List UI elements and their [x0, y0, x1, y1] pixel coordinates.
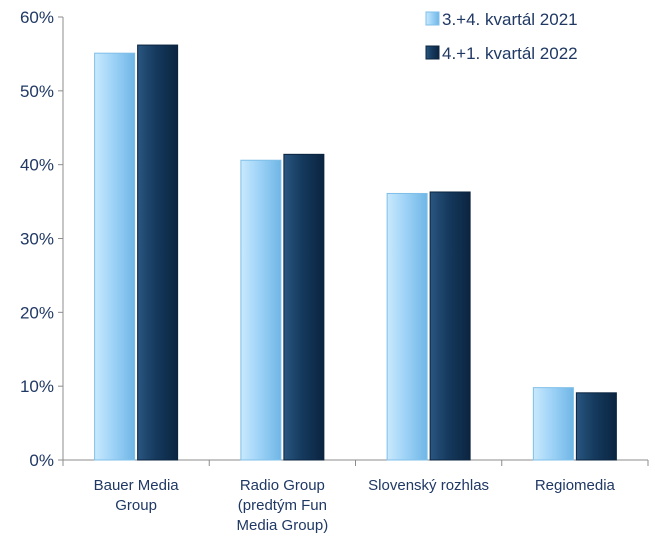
legend-label: 3.+4. kvartál 2021 — [442, 10, 578, 29]
legend: 3.+4. kvartál 2021 4.+1. kvartál 2022 — [425, 10, 578, 63]
category-label: Media Group) — [237, 517, 329, 534]
bar-series2 — [575, 392, 617, 461]
category-label: Slovenský rozhlas — [368, 477, 489, 494]
y-tick-label: 30% — [20, 230, 54, 249]
y-tick-label: 50% — [20, 82, 54, 101]
category-label: (predtým Fun — [238, 497, 327, 514]
bar-series1 — [386, 192, 428, 461]
bar-series2 — [137, 44, 179, 461]
bar-series2 — [429, 191, 471, 461]
y-tick-label: 0% — [29, 451, 54, 470]
y-tick-label: 60% — [20, 8, 54, 27]
legend-label: 4.+1. kvartál 2022 — [442, 44, 578, 63]
category-label: Bauer Media — [94, 477, 180, 494]
category-label: Group — [115, 497, 157, 514]
bar-series1 — [94, 52, 136, 461]
legend-swatch — [425, 45, 440, 60]
category-label: Regiomedia — [535, 477, 616, 494]
y-tick-label: 40% — [20, 156, 54, 175]
y-tick-label: 20% — [20, 303, 54, 322]
category-label: Radio Group — [240, 477, 325, 494]
bar-series1 — [532, 387, 574, 461]
bar-series2 — [283, 153, 325, 461]
y-tick-label: 10% — [20, 377, 54, 396]
legend-swatch — [425, 11, 440, 26]
bar-series1 — [240, 159, 282, 461]
